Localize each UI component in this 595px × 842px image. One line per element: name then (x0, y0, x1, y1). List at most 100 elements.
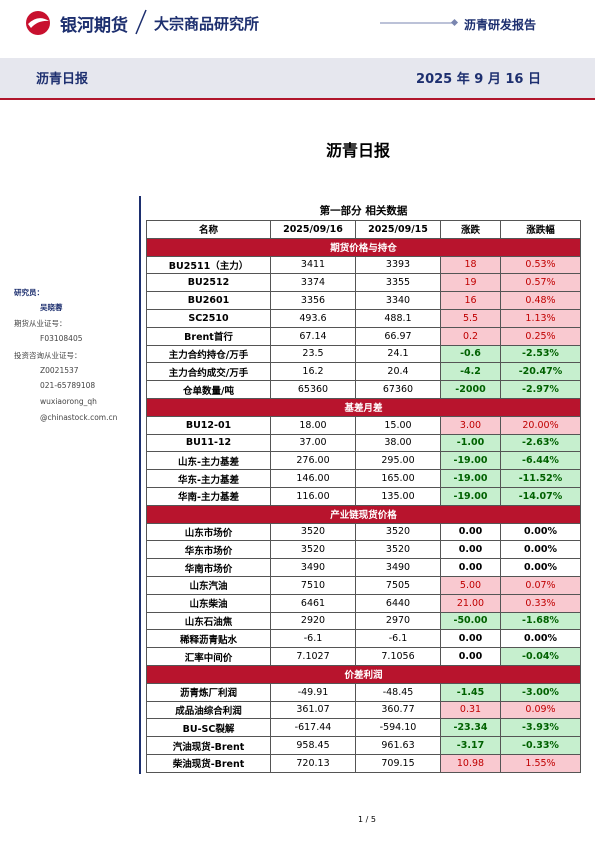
row-name: Brent首行 (146, 326, 271, 346)
table-cell: 3374 (270, 273, 356, 293)
table-row: 华东市场价 3520 3520 0.00 0.00% (146, 540, 581, 560)
table-cell: 3355 (355, 273, 441, 293)
row-name: 主力合约持仓/万手 (146, 344, 271, 364)
subheader-title: 沥青日报 (36, 72, 89, 87)
table-cell: 7510 (270, 575, 356, 595)
table-row: 名称 2025/09/16 2025/09/15 涨跌 涨跌幅 (146, 220, 581, 239)
subheader-date: 2025 年 9 月 16 日 (416, 72, 541, 87)
table-cell: -48.45 (355, 682, 441, 702)
table-cell: 3520 (355, 540, 441, 560)
column-header: 名称 (146, 220, 271, 239)
table-cell: -49.91 (270, 682, 356, 702)
table-row: 价差利润 (146, 664, 581, 684)
table-row: 稀释沥青贴水 -6.1 -6.1 0.00 0.00% (146, 629, 581, 649)
row-name: 华南-主力基差 (146, 486, 271, 506)
row-name: 成品油综合利润 (146, 700, 271, 720)
table-cell: 1.55% (500, 753, 581, 773)
table-row: 山东-主力基差 276.00 295.00 -19.00 -6.44% (146, 451, 581, 471)
table-cell: -2.97% (500, 380, 581, 399)
table-cell: 3411 (270, 255, 356, 275)
table-cell: -1.68% (500, 611, 581, 631)
table-cell: -6.1 (355, 629, 441, 649)
table-row: 柴油现货-Brent 720.13 709.15 10.98 1.55% (146, 753, 581, 773)
row-name: 主力合约成交/万手 (146, 362, 271, 382)
slash (135, 9, 147, 35)
page-title: 沥青日报 (325, 141, 390, 160)
table-cell: 5.5 (440, 308, 501, 328)
table-cell: -2.63% (500, 433, 581, 453)
table-cell: 493.6 (270, 308, 356, 328)
subheader-band (0, 58, 595, 100)
label: 投资咨询从业证号： (14, 351, 82, 360)
table-cell: 16.2 (270, 362, 356, 382)
table-cell: -6.44% (500, 451, 581, 471)
table-cell: 3520 (270, 522, 356, 542)
table-cell: 165.00 (355, 469, 441, 488)
table-cell: 24.1 (355, 344, 441, 364)
researcher: 吴晓蓉 (40, 303, 63, 312)
table-cell: 0.09% (500, 700, 581, 720)
table-cell: -1.00 (440, 433, 501, 453)
table-cell: 3356 (270, 291, 356, 310)
table-cell: 488.1 (355, 308, 441, 328)
table-cell: 7505 (355, 575, 441, 595)
table-cell: 295.00 (355, 451, 441, 471)
column-header: 涨跌幅 (500, 220, 581, 239)
table-cell: -617.44 (270, 718, 356, 738)
table-row: BU11-12 37.00 38.00 -1.00 -2.63% (146, 433, 581, 453)
table-cell: -14.07% (500, 486, 581, 506)
table-cell: 18 (440, 255, 501, 275)
table-row: 华东-主力基差 146.00 165.00 -19.00 -11.52% (146, 469, 581, 488)
table-cell: 38.00 (355, 433, 441, 453)
table-row: 山东市场价 3520 3520 0.00 0.00% (146, 522, 581, 542)
table-cell: 6440 (355, 593, 441, 613)
table-cell: 20.4 (355, 362, 441, 382)
label: 期货从业证号： (14, 319, 67, 328)
page-number: 1 / 5 (358, 815, 376, 824)
table-row: BU2601 3356 3340 16 0.48% (146, 291, 581, 310)
table-cell: 21.00 (440, 593, 501, 613)
table-cell: 0.00 (440, 647, 501, 666)
row-name: 柴油现货-Brent (146, 753, 271, 773)
table-cell: 3393 (355, 255, 441, 275)
row-name: BU2511（主力） (146, 255, 271, 275)
table-cell: 5.00 (440, 575, 501, 595)
table-cell: -4.2 (440, 362, 501, 382)
table-cell: 37.00 (270, 433, 356, 453)
table-cell: 961.63 (355, 736, 441, 755)
table-row: 主力合约持仓/万手 23.5 24.1 -0.6 -2.53% (146, 344, 581, 364)
group-title: 基差月差 (146, 397, 581, 417)
row-name: 汇率中间价 (146, 647, 271, 666)
row-name: 仓单数量/吨 (146, 380, 271, 399)
table-cell: -19.00 (440, 469, 501, 488)
row-name: 山东石油焦 (146, 611, 271, 631)
table-cell: 3340 (355, 291, 441, 310)
table-row: 沥青炼厂利润 -49.91 -48.45 -1.45 -3.00% (146, 682, 581, 702)
table-cell: 0.00 (440, 540, 501, 560)
table-cell: -3.17 (440, 736, 501, 755)
group-title: 期货价格与持仓 (146, 237, 581, 257)
table-row: 基差月差 (146, 397, 581, 417)
column-header: 2025/09/16 (270, 220, 356, 239)
table-cell: 709.15 (355, 753, 441, 773)
row-name: BU11-12 (146, 433, 271, 453)
table-cell: 16 (440, 291, 501, 310)
table-cell: 15.00 (355, 415, 441, 435)
group-title: 产业链现货价格 (146, 504, 581, 524)
table-row: 期货价格与持仓 (146, 237, 581, 257)
table-cell: 0.00% (500, 629, 581, 649)
row-name: SC2510 (146, 308, 271, 328)
table-cell: 0.25% (500, 326, 581, 346)
table-cell: 10.98 (440, 753, 501, 773)
table-cell: 0.33% (500, 593, 581, 613)
table-cell: 7.1027 (270, 647, 356, 666)
text: Z0021537 (40, 366, 79, 375)
row-name: 沥青炼厂利润 (146, 682, 271, 702)
row-name: 华东市场价 (146, 540, 271, 560)
row-name: BU-SC裂解 (146, 718, 271, 738)
row-name: 华东-主力基差 (146, 469, 271, 488)
table-cell: -2000 (440, 380, 501, 399)
header-rule (380, 18, 459, 27)
table-cell: 3520 (270, 540, 356, 560)
